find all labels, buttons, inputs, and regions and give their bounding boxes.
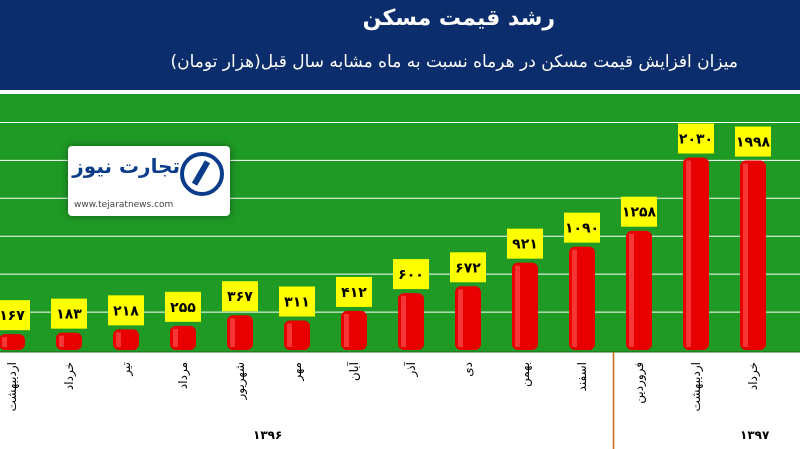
value-label-box: [336, 276, 372, 307]
bar-highlight: [230, 318, 235, 347]
category-label: فروردین: [632, 362, 647, 404]
category-label: شهریور: [233, 362, 248, 401]
tejaratnews-logo: تجارت نیوز www.tejaratnews.com: [68, 146, 230, 216]
value-label: ۲۱۸: [113, 303, 139, 319]
chart-subtitle: میزان افزایش قیمت مسکن در هرماه نسبت به …: [170, 52, 738, 72]
value-label: ۱۲۵۸: [622, 205, 657, 221]
bar-highlight: [287, 323, 292, 347]
x-axis-area: [0, 352, 800, 449]
chart-title: رشد قیمت مسکن: [362, 6, 555, 31]
bar-highlight: [173, 328, 178, 347]
value-label-box: [165, 291, 201, 322]
bar-highlight: [572, 249, 577, 347]
value-label: ۴۱۲: [341, 285, 367, 301]
bar-highlight: [401, 296, 406, 347]
value-label: ۱۹۹۸: [736, 135, 771, 151]
value-label-box: [678, 123, 714, 154]
value-label-box: [51, 298, 87, 329]
value-label-box: [450, 252, 486, 283]
value-label-box: [0, 300, 30, 331]
bar-highlight: [458, 289, 463, 347]
year-label-1397: ۱۳۹۷: [740, 428, 770, 442]
value-label: ۱۰۹۰: [565, 221, 599, 237]
category-label: اردیبهشت: [5, 362, 20, 411]
bar-highlight: [116, 332, 121, 347]
bar-highlight: [59, 335, 64, 347]
category-label: خرداد: [62, 362, 77, 390]
year-label-1396: ۱۳۹۶: [253, 428, 283, 442]
bar-highlight: [629, 233, 634, 347]
category-label: آبان: [346, 361, 361, 381]
bar-highlight: [344, 313, 349, 347]
category-label: دی: [461, 362, 475, 377]
value-label-box: [108, 295, 144, 326]
category-label: مرداد: [176, 362, 191, 389]
value-label-box: [393, 259, 429, 290]
value-label-box: [507, 228, 543, 259]
value-label: ۱۶۷: [0, 308, 25, 324]
value-label: ۲۵۵: [170, 300, 196, 316]
value-label-box: [279, 286, 315, 317]
value-label: ۱۸۳: [56, 307, 82, 323]
logo-url: www.tejaratnews.com: [74, 200, 174, 210]
bar-highlight: [2, 337, 7, 347]
category-label: خرداد: [746, 362, 761, 390]
value-label-box: [735, 126, 771, 157]
value-label: ۲۰۳۰: [679, 132, 713, 148]
bar-highlight: [515, 265, 520, 347]
value-label: ۶۷۲: [455, 260, 481, 276]
value-label-box: [621, 196, 657, 227]
logo-mark-icon: [180, 152, 224, 196]
value-label: ۹۲۱: [512, 237, 538, 253]
value-label: ۳۱۱: [284, 295, 310, 311]
chart-header: رشد قیمت مسکن میزان افزایش قیمت مسکن در …: [0, 0, 800, 90]
category-label: بهمن: [518, 362, 533, 387]
value-label: ۳۶۷: [227, 289, 253, 305]
category-label: اردیبهشت: [689, 362, 704, 411]
category-label: تیر: [119, 362, 134, 377]
bar-highlight: [743, 163, 748, 347]
category-label: آذر: [403, 361, 419, 377]
category-label: مهر: [290, 362, 305, 382]
category-label: اسفند: [575, 362, 589, 391]
logo-text: تجارت نیوز: [72, 154, 180, 178]
value-label-box: [222, 281, 258, 312]
value-label: ۶۰۰: [398, 267, 424, 283]
value-label-box: [564, 212, 600, 243]
bar-highlight: [686, 160, 691, 347]
